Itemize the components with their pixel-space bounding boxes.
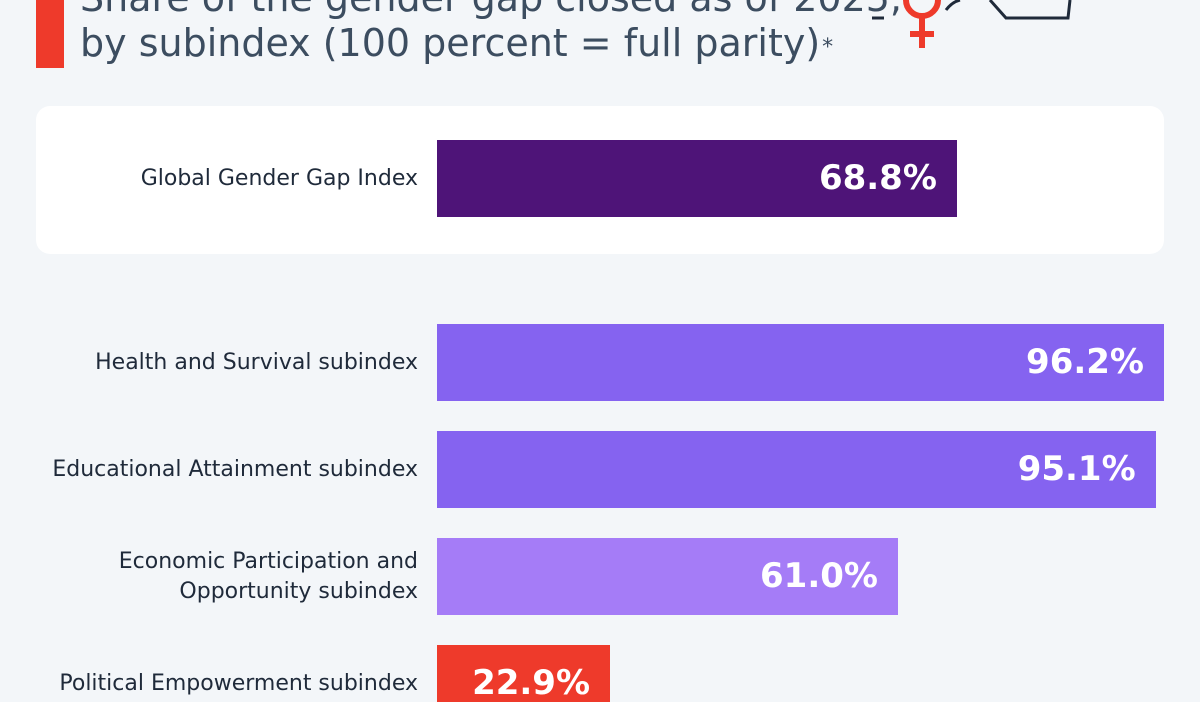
bar-value-label: 68.8% — [818, 158, 937, 198]
bar-1: 68.8% — [437, 140, 957, 217]
subtitle-line-1: Share of the gender gap closed as of 202… — [80, 0, 902, 21]
category-label: Health and Survival subindex — [18, 348, 418, 378]
category-label-line: Global Gender Gap Index — [140, 165, 418, 191]
bar-2: 96.2% — [437, 324, 1164, 401]
category-label-line: Health and Survival subindex — [95, 349, 418, 375]
bar-value-label: 22.9% — [472, 663, 591, 702]
category-label: Economic Participation and Opportunity su… — [18, 547, 418, 607]
bar-5: 22.9% — [437, 645, 611, 702]
footnote-marker: * — [822, 35, 834, 60]
category-label: Political Empowerment subindex — [18, 669, 418, 699]
chart-subtitle: Share of the gender gap closed as of 202… — [80, 0, 902, 66]
subtitle-line-2: by subindex (100 percent = full parity)* — [80, 21, 834, 65]
category-label-line: Opportunity subindex — [179, 578, 418, 604]
accent-bar — [36, 0, 64, 68]
bar-value-label: 95.1% — [1017, 449, 1136, 489]
category-label-line: Economic Participation and — [118, 548, 418, 574]
category-label: Educational Attainment subindex — [18, 455, 418, 485]
bar-value-label: 96.2% — [1026, 342, 1144, 382]
category-label-line: Educational Attainment subindex — [52, 456, 418, 482]
bar-4: 61.0% — [437, 538, 898, 615]
category-label-line: Political Empowerment subindex — [59, 670, 418, 696]
gender-symbols-icon — [872, 0, 1072, 48]
category-label: Global Gender Gap Index — [18, 164, 418, 194]
bar-3: 95.1% — [437, 431, 1156, 508]
bar-value-label: 61.0% — [760, 556, 878, 596]
